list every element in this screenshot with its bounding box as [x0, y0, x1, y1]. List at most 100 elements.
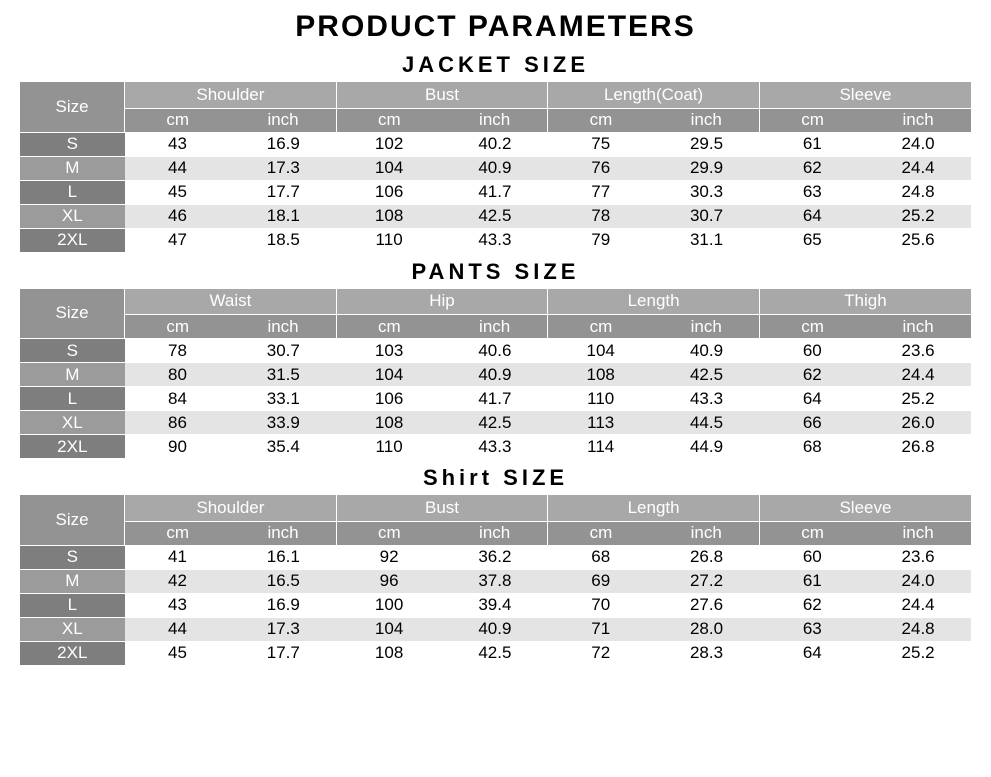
data-cell: 24.0 [865, 132, 971, 156]
data-cell: 84 [125, 387, 231, 411]
data-cell: 41.7 [442, 387, 548, 411]
size-cell: L [20, 180, 125, 204]
data-cell: 45 [125, 641, 231, 665]
data-cell: 31.1 [654, 228, 760, 252]
data-cell: 108 [548, 363, 654, 387]
data-cell: 92 [336, 545, 442, 569]
data-cell: 42.5 [442, 204, 548, 228]
data-cell: 31.5 [230, 363, 336, 387]
unit-header: inch [654, 521, 760, 545]
data-cell: 61 [759, 132, 865, 156]
data-cell: 24.4 [865, 363, 971, 387]
data-cell: 16.5 [230, 569, 336, 593]
data-cell: 30.3 [654, 180, 760, 204]
data-cell: 64 [759, 204, 865, 228]
data-cell: 113 [548, 411, 654, 435]
size-cell: XL [20, 617, 125, 641]
size-cell: M [20, 363, 125, 387]
column-group-header: Length(Coat) [548, 82, 760, 108]
section-title: PANTS SIZE [20, 259, 971, 285]
table-row: S7830.710340.610440.96023.6 [20, 339, 971, 363]
data-cell: 29.9 [654, 156, 760, 180]
data-cell: 104 [548, 339, 654, 363]
unit-header: inch [230, 521, 336, 545]
data-cell: 78 [125, 339, 231, 363]
size-header: Size [20, 495, 125, 545]
unit-header: cm [125, 108, 231, 132]
data-cell: 60 [759, 545, 865, 569]
data-cell: 47 [125, 228, 231, 252]
data-cell: 27.2 [654, 569, 760, 593]
column-group-header: Shoulder [125, 495, 337, 521]
unit-header: cm [125, 315, 231, 339]
column-group-header: Hip [336, 289, 548, 315]
data-cell: 42 [125, 569, 231, 593]
data-cell: 41 [125, 545, 231, 569]
column-group-header: Sleeve [759, 495, 971, 521]
data-cell: 76 [548, 156, 654, 180]
data-cell: 102 [336, 132, 442, 156]
data-cell: 42.5 [654, 363, 760, 387]
size-cell: L [20, 387, 125, 411]
size-cell: 2XL [20, 228, 125, 252]
unit-header: cm [548, 315, 654, 339]
unit-header: inch [865, 108, 971, 132]
table-row: M8031.510440.910842.56224.4 [20, 363, 971, 387]
size-cell: S [20, 339, 125, 363]
data-cell: 65 [759, 228, 865, 252]
size-cell: S [20, 545, 125, 569]
data-cell: 44.9 [654, 435, 760, 459]
data-cell: 40.6 [442, 339, 548, 363]
data-cell: 46 [125, 204, 231, 228]
data-cell: 16.9 [230, 132, 336, 156]
data-cell: 24.0 [865, 569, 971, 593]
data-cell: 33.9 [230, 411, 336, 435]
data-cell: 43.3 [442, 228, 548, 252]
unit-header: cm [759, 521, 865, 545]
unit-header: inch [654, 108, 760, 132]
tables-container: JACKET SIZESizeShoulderBustLength(Coat)S… [20, 52, 971, 666]
data-cell: 43 [125, 593, 231, 617]
data-cell: 70 [548, 593, 654, 617]
unit-header: inch [442, 521, 548, 545]
data-cell: 63 [759, 617, 865, 641]
data-cell: 40.9 [442, 617, 548, 641]
data-cell: 26.8 [654, 545, 760, 569]
data-cell: 23.6 [865, 545, 971, 569]
data-cell: 77 [548, 180, 654, 204]
table-row: XL4417.310440.97128.06324.8 [20, 617, 971, 641]
data-cell: 63 [759, 180, 865, 204]
data-cell: 18.1 [230, 204, 336, 228]
size-header: Size [20, 82, 125, 132]
data-cell: 25.2 [865, 387, 971, 411]
table-row: L4316.910039.47027.66224.4 [20, 593, 971, 617]
data-cell: 104 [336, 363, 442, 387]
data-cell: 44.5 [654, 411, 760, 435]
table-row: 2XL4517.710842.57228.36425.2 [20, 641, 971, 665]
unit-header: cm [336, 108, 442, 132]
data-cell: 69 [548, 569, 654, 593]
data-cell: 62 [759, 156, 865, 180]
table-row: 2XL4718.511043.37931.16525.6 [20, 228, 971, 252]
data-cell: 36.2 [442, 545, 548, 569]
unit-header: cm [125, 521, 231, 545]
data-cell: 24.8 [865, 180, 971, 204]
table-row: M4216.59637.86927.26124.0 [20, 569, 971, 593]
data-cell: 75 [548, 132, 654, 156]
unit-header: inch [230, 315, 336, 339]
data-cell: 90 [125, 435, 231, 459]
data-cell: 25.2 [865, 641, 971, 665]
data-cell: 43.3 [654, 387, 760, 411]
unit-header: inch [442, 315, 548, 339]
table-row: L8433.110641.711043.36425.2 [20, 387, 971, 411]
data-cell: 61 [759, 569, 865, 593]
data-cell: 104 [336, 617, 442, 641]
column-group-header: Length [548, 289, 760, 315]
data-cell: 79 [548, 228, 654, 252]
data-cell: 27.6 [654, 593, 760, 617]
data-cell: 30.7 [654, 204, 760, 228]
size-cell: 2XL [20, 641, 125, 665]
data-cell: 33.1 [230, 387, 336, 411]
data-cell: 25.2 [865, 204, 971, 228]
data-cell: 42.5 [442, 411, 548, 435]
